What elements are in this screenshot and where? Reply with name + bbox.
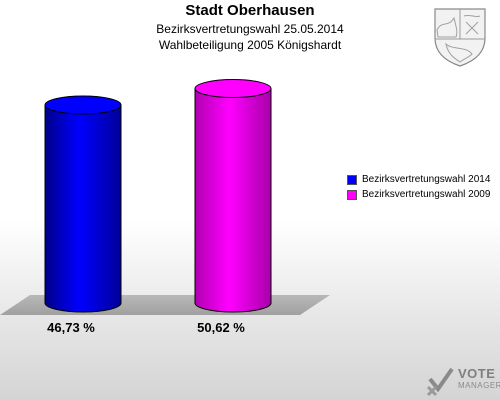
bar-value-label: 46,73 % [47,320,95,335]
legend-label: Bezirksvertretungswahl 2009 [362,189,491,200]
legend-item: Bezirksvertretungswahl 2009 [347,187,490,202]
legend-item: Bezirksvertretungswahl 2014 [347,172,490,187]
vote-manager-logo-icon [426,367,454,397]
logo-text-vote: VOTE [458,366,496,381]
bar-top [44,95,122,115]
legend-label: Bezirksvertretungswahl 2014 [362,174,491,185]
logo-text-manager: MANAGER [458,381,500,390]
chart-title: Stadt Oberhausen [185,2,315,19]
coat-of-arms-icon [434,8,486,67]
bar-2014 [44,95,122,313]
chart-legend: Bezirksvertretungswahl 2014 Bezirksvertr… [347,172,490,202]
legend-swatch [347,174,357,185]
vote-manager-logo: VOTE MANAGER [426,365,500,397]
legend-swatch [347,189,357,200]
bar-body [194,88,272,313]
bar-body [44,104,122,313]
bar-2009 [194,79,272,313]
chart-subtitle-2: Wahlbeteiligung 2005 Königshardt [158,38,342,52]
bar-top [194,79,272,99]
bar-value-label: 50,62 % [197,320,245,335]
chart-subtitle: Bezirksvertretungswahl 25.05.2014 [156,22,344,36]
